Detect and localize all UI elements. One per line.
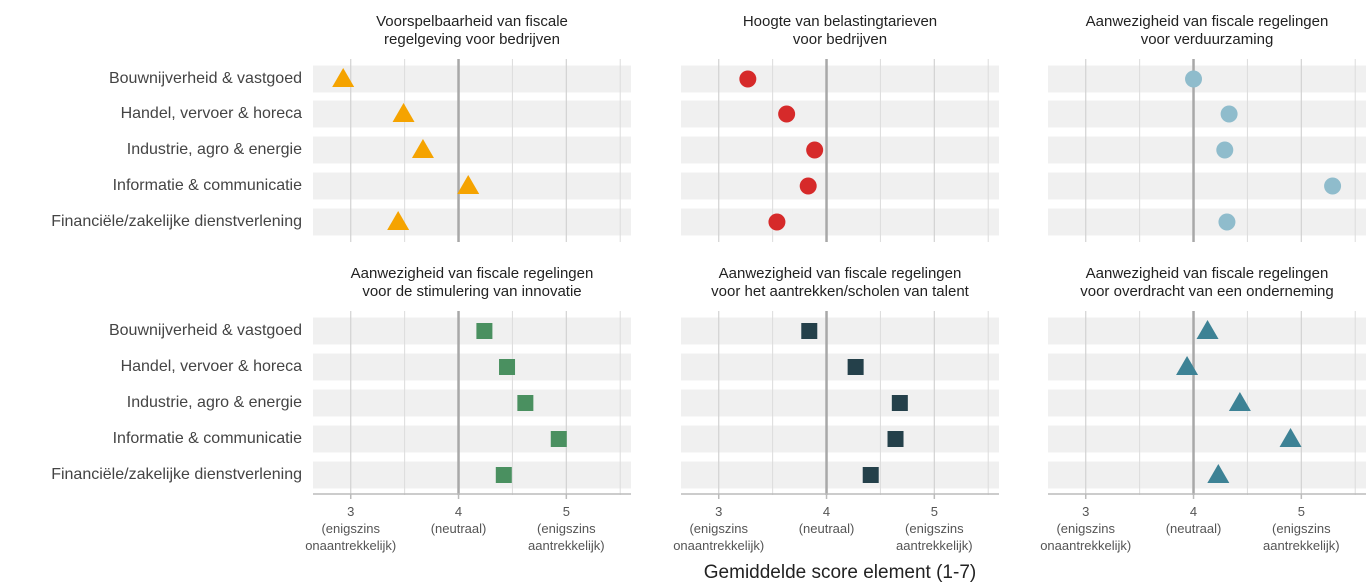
dot — [1176, 356, 1199, 375]
row-band — [681, 317, 999, 345]
category-label: Financiële/zakelijke dienstverlening — [51, 213, 302, 230]
x-tick-label: 4 (neutraal) — [1166, 504, 1222, 536]
dot — [1196, 320, 1219, 339]
dot — [1220, 105, 1238, 123]
row-band — [681, 100, 999, 128]
dot — [806, 141, 824, 159]
row-band — [313, 65, 631, 93]
dot — [1216, 141, 1234, 159]
dot — [392, 103, 415, 122]
x-tick-label: 3 (enigszins onaantrekkelijk) — [1040, 504, 1131, 553]
panel-title: Aanwezigheid van fiscale regelingen — [1086, 265, 1329, 282]
panel-title: voor de stimulering van innovatie — [362, 283, 581, 300]
dot — [1207, 464, 1230, 483]
dot — [1324, 177, 1342, 195]
row-band — [1048, 136, 1366, 164]
row-band — [313, 100, 631, 128]
panel-title: Voorspelbaarheid van fiscale — [376, 13, 568, 30]
dot — [387, 211, 410, 230]
x-axis-label: Gemiddelde score element (1-7) — [704, 562, 976, 583]
category-label: Informatie & communicatie — [113, 177, 303, 194]
row-band — [681, 389, 999, 417]
panel-title: regelgeving voor bedrijven — [384, 31, 560, 48]
dot — [768, 213, 786, 231]
x-tick-label: 4 (neutraal) — [431, 504, 487, 536]
dot — [739, 70, 757, 88]
panel-title: Aanwezigheid van fiscale regelingen — [351, 265, 594, 282]
row-band — [1048, 208, 1366, 236]
x-tick-label: 5 (enigszins aantrekkelijk) — [896, 504, 973, 553]
row-band — [681, 353, 999, 381]
row-band — [313, 461, 631, 489]
category-label: Handel, vervoer & horeca — [121, 358, 303, 375]
row-band — [313, 389, 631, 417]
row-band — [313, 425, 631, 453]
x-tick-label: 5 (enigszins aantrekkelijk) — [1263, 504, 1340, 553]
dot — [799, 177, 817, 195]
row-band — [1048, 100, 1366, 128]
row-band — [681, 65, 999, 93]
dot — [1279, 428, 1302, 447]
panel-title: Aanwezigheid van fiscale regelingen — [1086, 13, 1329, 30]
dot — [411, 139, 434, 158]
row-band — [681, 136, 999, 164]
category-label: Industrie, agro & energie — [127, 394, 302, 411]
row-band — [1048, 353, 1366, 381]
dot — [778, 105, 796, 123]
row-band — [313, 353, 631, 381]
panel-title: voor overdracht van een onderneming — [1080, 283, 1334, 300]
row-band — [681, 208, 999, 236]
category-label: Handel, vervoer & horeca — [121, 105, 303, 122]
panel-title: voor verduurzaming — [1141, 31, 1274, 48]
dot — [517, 395, 534, 411]
dot — [495, 467, 512, 483]
dot — [847, 359, 864, 375]
row-band — [1048, 65, 1366, 93]
row-band — [313, 317, 631, 345]
panel-title: Hoogte van belastingtarieven — [743, 13, 937, 30]
row-band — [1048, 172, 1366, 200]
dot — [1218, 213, 1236, 231]
dot — [801, 323, 818, 339]
panel-title: voor het aantrekken/scholen van talent — [711, 283, 969, 300]
dot — [457, 175, 480, 194]
dot — [332, 68, 355, 87]
x-tick-label: 5 (enigszins aantrekkelijk) — [528, 504, 605, 553]
category-label: Financiële/zakelijke dienstverlening — [51, 466, 302, 483]
row-band — [681, 425, 999, 453]
row-band — [313, 136, 631, 164]
x-tick-label: 3 (enigszins onaantrekkelijk) — [673, 504, 764, 553]
row-band — [681, 461, 999, 489]
dot — [550, 431, 567, 447]
category-label: Bouwnijverheid & vastgoed — [109, 70, 302, 87]
dot — [499, 359, 516, 375]
dot — [1185, 70, 1203, 88]
dot — [891, 395, 908, 411]
category-label: Industrie, agro & energie — [127, 141, 302, 158]
row-band — [313, 208, 631, 236]
row-band — [1048, 425, 1366, 453]
row-band — [681, 172, 999, 200]
panel-title: voor bedrijven — [793, 31, 887, 48]
x-tick-label: 4 (neutraal) — [799, 504, 855, 536]
row-band — [1048, 389, 1366, 417]
category-label: Informatie & communicatie — [113, 430, 303, 447]
panel-title: Aanwezigheid van fiscale regelingen — [719, 265, 962, 282]
row-band — [1048, 461, 1366, 489]
category-label: Bouwnijverheid & vastgoed — [109, 322, 302, 339]
dot — [476, 323, 493, 339]
dot — [1228, 392, 1251, 411]
dot — [887, 431, 904, 447]
x-tick-label: 3 (enigszins onaantrekkelijk) — [305, 504, 396, 553]
dot — [862, 467, 879, 483]
